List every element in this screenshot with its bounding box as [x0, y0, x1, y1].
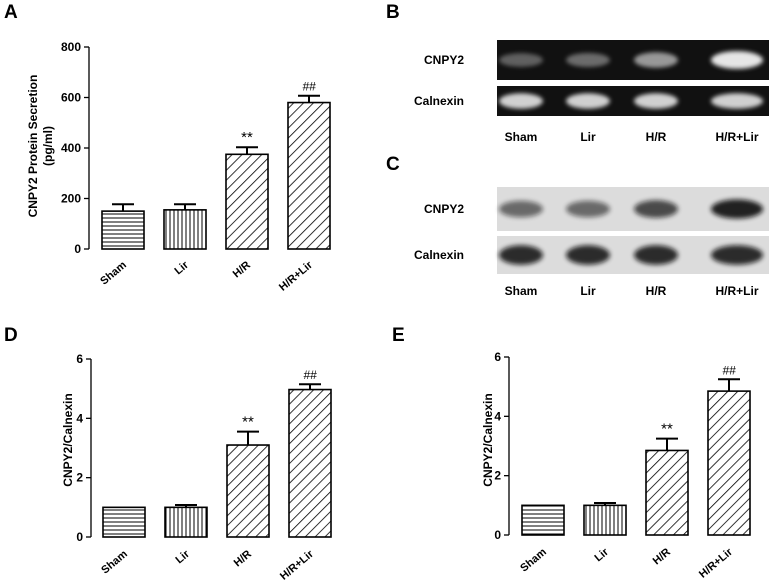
x-category-label: H/R+Lir: [278, 548, 316, 583]
y-axis-label: (pg/ml): [41, 126, 55, 166]
bar-lir: [583, 504, 627, 536]
y-tick-label: 6: [494, 350, 501, 364]
y-tick-label: 0: [494, 528, 501, 542]
x-category-label: H/R+Lir: [277, 259, 315, 294]
bar-h-r: [226, 444, 270, 538]
x-category-label: H/R: [232, 548, 254, 569]
bar-h-r-lir: [287, 101, 331, 250]
panel-label-c: C: [386, 154, 400, 175]
significance-marker-stars: **: [661, 421, 673, 438]
y-axis-label: CNPY2/Calnexin: [481, 393, 495, 486]
blot-row-label: CNPY2: [424, 202, 464, 216]
lane-label: Lir: [580, 284, 596, 298]
band-calnexin: [634, 93, 678, 109]
band-calnexin: [499, 245, 543, 265]
bar-lir: [163, 209, 207, 250]
western-blot-panel-c: CNPY2 Calnexin Sham Lir H/R H/R+Lir: [414, 187, 769, 298]
lane-label: Sham: [505, 130, 538, 144]
lane-label: H/R+Lir: [715, 284, 758, 298]
lane-label: H/R: [646, 130, 667, 144]
y-tick-label: 0: [74, 242, 81, 256]
band-cnpy2: [634, 52, 678, 68]
y-tick-label: 800: [61, 40, 81, 54]
band-calnexin: [711, 93, 763, 109]
y-axis-label: CNPY2 Protein Secretion: [26, 75, 40, 218]
panel-label-b: B: [386, 2, 400, 23]
x-category-label: H/R+Lir: [697, 546, 735, 581]
y-tick-label: 0: [76, 530, 83, 544]
panel-label-e: E: [392, 325, 405, 346]
y-tick-label: 4: [494, 409, 501, 423]
y-tick-label: 600: [61, 91, 81, 105]
band-calnexin: [711, 245, 763, 265]
blot-row-label: CNPY2: [424, 53, 464, 67]
significance-marker-stars: **: [241, 129, 253, 146]
bar-h-r-lir: [288, 388, 332, 538]
band-cnpy2: [711, 199, 763, 219]
x-category-label: Lir: [173, 548, 192, 567]
x-category-label: Sham: [99, 548, 130, 577]
significance-marker-stars: **: [242, 414, 254, 431]
chart-a: 0 200 400 600 800 CNPY2 Protein Secretion (pg/…: [26, 40, 331, 294]
bar-sham: [102, 506, 146, 538]
band-cnpy2: [499, 53, 543, 67]
x-category-label: Sham: [518, 546, 549, 575]
significance-marker-hash: ##: [722, 363, 736, 377]
y-tick-label: 4: [76, 411, 83, 425]
significance-marker-hash: ##: [302, 80, 316, 94]
significance-marker-hash: ##: [303, 368, 317, 382]
lane-label: H/R: [646, 284, 667, 298]
band-calnexin: [634, 245, 678, 265]
x-category-label: Lir: [172, 259, 191, 278]
y-tick-label: 200: [61, 192, 81, 206]
panel-label-a: A: [4, 2, 18, 23]
y-tick-label: 400: [61, 141, 81, 155]
x-category-label: H/R: [651, 546, 673, 567]
bar-h-r: [645, 449, 689, 536]
band-cnpy2: [634, 200, 678, 218]
band-cnpy2: [566, 53, 610, 67]
band-cnpy2: [566, 200, 610, 218]
bar-h-r-lir: [707, 390, 751, 536]
lane-label: Sham: [505, 284, 538, 298]
y-tick-label: 2: [76, 471, 83, 485]
x-category-label: Lir: [592, 546, 611, 565]
band-cnpy2: [711, 51, 763, 69]
blot-row-label: Calnexin: [414, 94, 464, 108]
y-tick-label: 2: [494, 469, 501, 483]
lane-label: H/R+Lir: [715, 130, 758, 144]
bar-lir: [164, 506, 208, 538]
band-calnexin: [499, 93, 543, 109]
lane-label: Lir: [580, 130, 596, 144]
bar-sham: [521, 504, 565, 536]
band-calnexin: [566, 245, 610, 265]
chart-e: 0 2 4 6 CNPY2/Calnexin Sham Lir ** H/R ## H/R+Lir: [481, 350, 751, 581]
blot-row-label: Calnexin: [414, 248, 464, 262]
y-axis-label: CNPY2/Calnexin: [61, 393, 75, 486]
x-category-label: H/R: [231, 259, 253, 280]
chart-d: 0 2 4 6 CNPY2/Calnexin Sham Lir ** H/R ## H/R+Lir: [61, 352, 332, 583]
x-category-label: Sham: [98, 259, 129, 288]
bar-sham: [101, 210, 145, 250]
band-calnexin: [566, 93, 610, 109]
panel-label-d: D: [4, 325, 18, 346]
bar-h-r: [225, 153, 269, 250]
band-cnpy2: [499, 200, 543, 218]
y-tick-label: 6: [76, 352, 83, 366]
gel-panel-b: CNPY2 Calnexin Sham Lir H/R H/R+Lir: [414, 40, 769, 144]
